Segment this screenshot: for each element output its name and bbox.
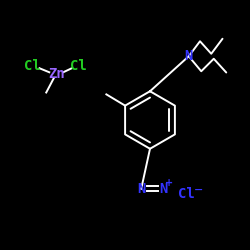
Text: N: N [184, 49, 193, 63]
Text: N: N [160, 182, 168, 196]
Text: Cl: Cl [24, 59, 41, 73]
Text: −: − [194, 185, 203, 195]
Text: Cl: Cl [70, 59, 87, 73]
Text: +: + [165, 178, 173, 188]
Text: Zn: Zn [48, 67, 64, 81]
Text: N: N [137, 182, 145, 196]
Text: Cl: Cl [178, 187, 194, 201]
